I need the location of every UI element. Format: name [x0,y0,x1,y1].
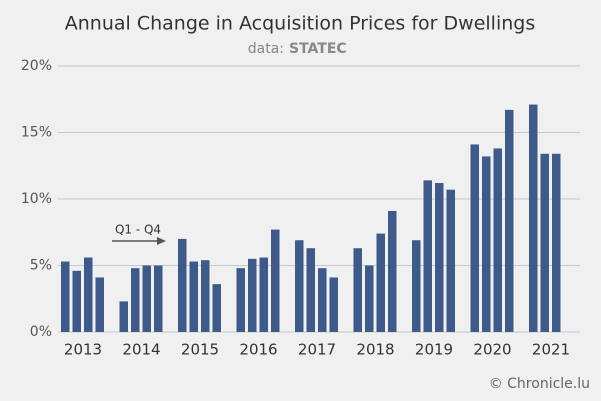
credit: © Chronicle.lu [489,376,590,392]
source-label: data: [248,41,284,57]
x-tick-label: 2017 [298,341,336,359]
annotation-arrowhead [157,237,166,245]
bar [95,277,104,332]
x-tick-label: 2016 [239,341,277,359]
bar [248,258,257,332]
bar [529,104,538,332]
bar [540,153,549,332]
bar [365,265,374,332]
bar [189,261,198,332]
source-name: STATEC [289,41,347,57]
bar [61,261,70,332]
x-tick-label: 2014 [122,341,160,359]
bar [318,268,327,332]
bar [119,301,128,332]
bar [470,144,479,332]
y-tick-label: 5% [30,258,52,274]
bar [552,153,561,332]
bar [446,189,455,332]
y-tick-label: 10% [21,191,52,207]
bar [482,156,491,332]
bar [423,180,432,332]
x-tick-label: 2015 [181,341,219,359]
bar [271,229,280,332]
bar [131,268,140,332]
bar [376,233,385,332]
bar [412,240,421,332]
x-tick-label: 2019 [415,341,453,359]
bar [201,260,210,332]
y-tick-label: 20% [21,58,52,74]
bar [505,109,514,332]
bar [295,240,304,332]
bar [84,257,93,332]
bar [329,277,338,332]
y-tick-label: 15% [21,125,52,141]
annotation: Q1 - Q4 [115,223,161,237]
bar [178,238,187,332]
x-tick-label: 2013 [64,341,102,359]
bar [493,148,502,332]
bar [236,268,245,332]
x-tick-label: 2021 [532,341,570,359]
bar [259,257,268,332]
x-tick-label: 2018 [356,341,394,359]
x-tick-label: 2020 [473,341,511,359]
bar [212,284,221,332]
bar [435,183,444,332]
bar [353,248,362,332]
bar [388,210,397,332]
chart-title: Annual Change in Acquisition Prices for … [65,13,535,35]
bar [306,248,315,332]
bar [154,265,163,332]
bar [142,265,151,332]
y-tick-label: 0% [30,324,52,340]
bar [72,270,81,332]
